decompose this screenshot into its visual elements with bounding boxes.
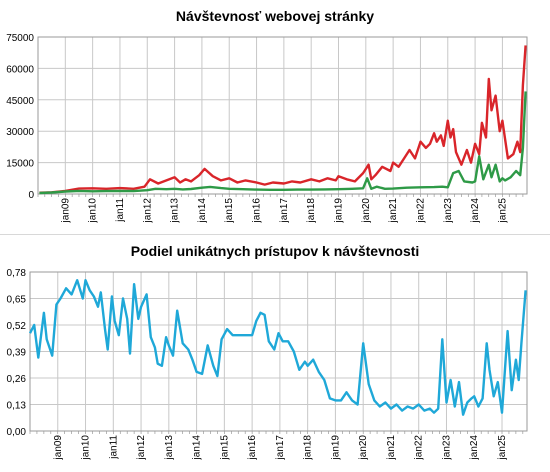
visits-chart: 75000 60000 45000 30000 15000 0 jan09 jan10 jan1…	[6, 33, 528, 224]
y-tick-label: 0,52	[7, 321, 27, 332]
x-tick-label: jan09	[53, 435, 64, 461]
x-tick-label: jan21	[386, 435, 397, 461]
x-tick-label: jan15	[219, 435, 230, 461]
plot-frame	[37, 36, 528, 195]
plot-frame	[29, 271, 528, 432]
x-tick-label: jan21	[388, 198, 399, 224]
x-tick-label: jan24	[469, 435, 480, 461]
y-tick-label: 0,13	[7, 401, 27, 412]
x-tick-label: jan14	[197, 198, 208, 224]
x-tick-label: jan15	[224, 198, 235, 224]
x-tick-label: jan17	[275, 435, 286, 461]
chart-title: Podiel unikátnych prístupov k návštevnos…	[130, 243, 420, 259]
y-tick-label: 15000	[6, 159, 34, 170]
x-tick-label: jan18	[303, 435, 314, 461]
x-tick-label: jan10	[81, 435, 92, 461]
visits-chart-panel: Návštevnosť webovej stránky 75000 60000 45…	[0, 0, 550, 233]
y-tick-label: 0,26	[7, 374, 27, 385]
y-tick-label: 0,78	[7, 268, 27, 279]
x-tick-label: jan18	[306, 198, 317, 224]
x-tick-label: jan13	[170, 198, 181, 224]
y-tick-label: 0,39	[7, 348, 27, 359]
series-line	[28, 279, 527, 416]
x-tick-label: jan09	[60, 198, 71, 224]
y-tick-label: 30000	[6, 127, 34, 138]
x-tick-label: jan23	[443, 198, 454, 224]
y-tick-label: 0	[28, 190, 34, 201]
x-tick-label: jan25	[497, 435, 508, 461]
x-tick-label: jan11	[108, 435, 119, 460]
x-tick-label: jan20	[358, 435, 369, 461]
series-line	[39, 45, 527, 194]
x-tick-label: jan20	[361, 198, 372, 224]
x-tick-label: jan14	[192, 435, 203, 461]
chart-title: Návštevnosť webovej stránky	[175, 8, 375, 24]
x-tick-label: jan23	[441, 435, 452, 461]
x-tick-label: jan12	[142, 198, 153, 224]
series-line	[39, 91, 527, 195]
y-tick-label: 75000	[6, 33, 34, 44]
x-tick-label: jan12	[136, 435, 147, 461]
x-tick-label: jan24	[470, 198, 481, 224]
y-tick-label: 45000	[6, 96, 34, 107]
x-tick-label: jan16	[252, 198, 263, 224]
unique-share-chart-panel: Podiel unikátnych prístupov k návštevnos…	[0, 237, 550, 472]
x-tick-label: jan11	[115, 198, 126, 223]
y-tick-label: 0,00	[7, 427, 27, 438]
x-tick-label: jan22	[415, 198, 426, 224]
x-tick-label: jan19	[330, 435, 341, 461]
x-tick-label: jan10	[88, 198, 99, 224]
chart-divider	[0, 234, 550, 235]
x-tick-label: jan17	[279, 198, 290, 224]
x-tick-label: jan13	[164, 435, 175, 461]
x-tick-label: jan19	[334, 198, 345, 224]
y-tick-label: 60000	[6, 64, 34, 75]
x-tick-label: jan22	[414, 435, 425, 461]
x-tick-label: jan25	[497, 198, 508, 224]
unique-share-chart: 0,78 0,65 0,52 0,39 0,26 0,13 0,00 jan09 jan10 ja…	[7, 268, 528, 461]
y-tick-label: 0,65	[7, 295, 27, 306]
x-tick-label: jan16	[247, 435, 258, 461]
